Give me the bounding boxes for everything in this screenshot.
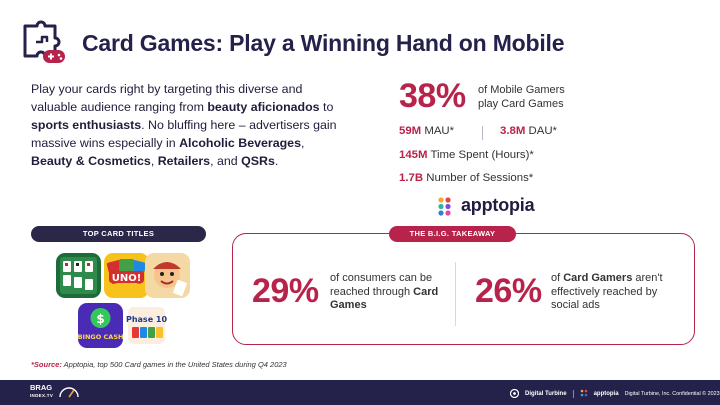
reach-stat: 29%	[252, 272, 319, 310]
digital-turbine-icon	[510, 389, 519, 398]
gauge-icon	[59, 387, 79, 398]
page-title: Card Games: Play a Winning Hand on Mobil…	[82, 30, 565, 56]
puzzle-controller-logo-icon	[19, 20, 69, 70]
svg-text:$: $	[96, 312, 104, 326]
mau-value: 59M	[399, 125, 422, 137]
time-spent-stat: 145M Time Spent (Hours)*	[399, 149, 534, 161]
digital-turbine-wordmark: Digital Turbine	[525, 390, 567, 397]
social-ads-desc: of Card Gamers aren't effectively reache…	[551, 272, 671, 313]
bingo-cash-icon-text: BINGO CASH	[78, 333, 123, 341]
card-gamer-share-desc: of Mobile Gamers play Card Games	[478, 84, 565, 110]
intro-highlight: Beauty & Cosmetics	[31, 154, 151, 168]
phase-10-icon: Phase 10	[124, 303, 169, 348]
source-text: Apptopia, top 500 Card games in the Unit…	[61, 360, 287, 369]
dau-value: 3.8M	[500, 125, 526, 137]
social-ads-stat: 26%	[475, 272, 542, 310]
social-ads-desc-highlight: Card Gamers	[563, 272, 633, 284]
intro-highlight: Alcoholic Beverages	[179, 136, 301, 150]
source-label: *Source:	[31, 360, 62, 369]
takeaway-label: THE B.I.G. TAKEAWAY	[389, 226, 516, 242]
mau-label: MAU*	[424, 125, 455, 137]
brag-subtext: INDEX.TV	[30, 393, 54, 398]
social-ads-desc-text: of	[551, 272, 564, 284]
time-spent-value: 145M	[399, 149, 428, 161]
intro-highlight: sports enthusiasts	[31, 118, 142, 132]
stat-divider	[482, 126, 483, 140]
intro-highlight: QSRs	[241, 154, 275, 168]
intro-text: to	[319, 100, 334, 114]
intro-text: ,	[150, 154, 158, 168]
intro-text: .	[274, 154, 279, 168]
intro-text: ,	[300, 136, 305, 150]
time-spent-label: Time Spent (Hours)*	[430, 149, 534, 161]
reach-desc-highlight: Card Games	[330, 285, 439, 312]
reach-desc: of consumers can be reached through Card…	[330, 272, 450, 313]
intro-highlight: Retailers	[157, 154, 211, 168]
phase-10-icon-text: Phase 10	[126, 315, 167, 324]
dau-label: DAU*	[528, 125, 557, 137]
mau-stat: 59M MAU*	[399, 125, 454, 137]
apptopia-wordmark: apptopia	[461, 195, 535, 215]
reach-desc-text: of consumers can be reached through	[330, 272, 433, 298]
sessions-stat: 1.7B Number of Sessions*	[399, 172, 533, 184]
footer-brands: Digital Turbine apptopia Digital Turbine…	[510, 389, 720, 398]
footer-divider	[572, 389, 574, 398]
brag-index-logo: BRAG INDEX.TV	[30, 384, 53, 399]
dau-stat: 3.8M DAU*	[500, 125, 557, 137]
intro-paragraph: Play your cards right by targeting this …	[31, 80, 341, 170]
top-card-titles-label: TOP CARD TITLES	[31, 226, 206, 242]
social-ads-desc-text: aren't effectively reached by social ads	[551, 272, 663, 311]
intro-highlight: beauty aficionados	[207, 100, 320, 114]
sessions-label: Number of Sessions*	[426, 172, 534, 184]
apptopia-logo: apptopia	[436, 195, 535, 216]
top-card-titles-grid: UNO! $ BINGO CASH Phase 10	[51, 253, 221, 353]
uno-icon-text: UNO!	[112, 273, 142, 284]
apptopia-footer-wordmark: apptopia	[593, 390, 619, 397]
intro-text: . No bluffing here – advertisers gain ma…	[31, 118, 337, 150]
sessions-value: 1.7B	[399, 172, 424, 184]
cartoon-character-icon	[145, 253, 190, 298]
solitaire-icon	[56, 253, 101, 298]
source-note: *Source: Apptopia, top 500 Card games in…	[31, 360, 287, 369]
intro-text: , and	[210, 154, 242, 168]
takeaway-divider	[455, 262, 456, 326]
apptopia-footer-icon	[580, 389, 587, 397]
card-gamer-share-stat: 38%	[399, 77, 466, 115]
confidential-note: Digital Turbine, Inc. Confidential © 202…	[624, 390, 720, 397]
brag-wordmark: BRAG	[30, 383, 53, 392]
intro-text: Play your cards right by targeting this …	[31, 82, 303, 114]
bingo-cash-icon: $ BINGO CASH	[78, 303, 123, 348]
apptopia-dots-icon	[438, 196, 451, 216]
footer-bar	[0, 380, 720, 405]
uno-icon: UNO!	[104, 253, 149, 298]
